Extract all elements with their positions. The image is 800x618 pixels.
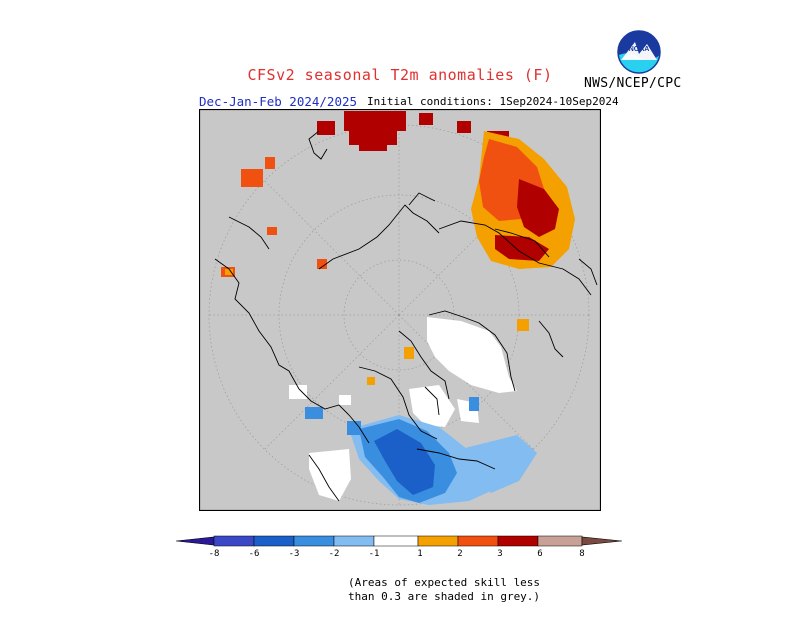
page-title: CFSv2 seasonal T2m anomalies (F) (247, 66, 553, 84)
legend-swatch (373, 535, 419, 547)
legend-label: -1 (369, 549, 380, 559)
organization-label: NWS/NCEP/CPC (584, 76, 682, 91)
noaa-logo: NOAA (617, 30, 661, 74)
legend-label: -2 (329, 549, 340, 559)
coastlines (214, 130, 598, 502)
legend-label: 8 (579, 549, 584, 559)
skill-note-line-1: (Areas of expected skill less (348, 576, 541, 589)
legend-label: 1 (417, 549, 422, 559)
cold-anomalies (305, 397, 537, 505)
legend-swatch (537, 535, 583, 547)
logo-text: NOAA (629, 46, 650, 53)
legend-label: -8 (209, 549, 220, 559)
legend-swatch-below-8 (175, 536, 215, 546)
neutral-areas (289, 317, 517, 501)
map-frame (199, 109, 601, 511)
legend-label: -3 (289, 549, 300, 559)
legend-swatch-above-8 (581, 536, 623, 546)
legend-swatch (333, 535, 375, 547)
legend-swatch (213, 535, 255, 547)
legend-label: 2 (457, 549, 462, 559)
polar-anomaly-map (199, 109, 601, 511)
forecast-period: Dec-Jan-Feb 2024/2025 (199, 94, 358, 109)
warm-anomaly-east (471, 131, 575, 269)
skill-note: (Areas of expected skill less than 0.3 a… (348, 576, 540, 604)
legend-swatch (497, 535, 539, 547)
skill-note-line-2: than 0.3 are shaded in grey.) (348, 590, 541, 603)
initial-conditions: Initial conditions: 1Sep2024-10Sep2024 (367, 95, 619, 108)
legend-swatch (457, 535, 499, 547)
legend-swatch (293, 535, 335, 547)
legend-label: 3 (497, 549, 502, 559)
legend-label: -6 (249, 549, 260, 559)
legend-swatch (417, 535, 459, 547)
color-legend: -8 -6 -3 -2 -1 1 2 3 6 8 (175, 535, 623, 559)
legend-label: 6 (537, 549, 542, 559)
legend-swatch (253, 535, 295, 547)
